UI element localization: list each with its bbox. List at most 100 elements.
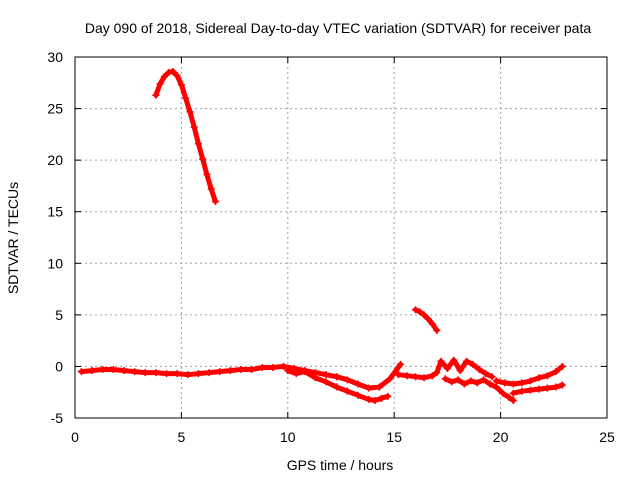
plot-frame [74, 56, 608, 419]
chart-title: Day 090 of 2018, Sidereal Day-to-day VTE… [85, 20, 592, 36]
data-point-plus [333, 373, 341, 381]
series-trace [413, 307, 440, 333]
data-point-plus [535, 385, 543, 393]
x-tick-label: 25 [599, 429, 615, 445]
data-point-plus [456, 367, 464, 375]
data-point-plus [237, 366, 245, 374]
y-tick-label: 25 [47, 101, 63, 117]
data-point-plus [365, 395, 373, 403]
data-point-plus [443, 364, 451, 372]
data-point-plus [173, 370, 181, 378]
data-point-plus [269, 363, 277, 371]
data-point-plus [280, 362, 288, 370]
data-point-plus [475, 366, 483, 374]
data-point-plus [284, 367, 292, 375]
data-point-plus [552, 383, 560, 391]
data-point-plus [77, 368, 85, 376]
x-tick-label: 0 [71, 429, 79, 445]
series-track-mid [394, 356, 496, 382]
data-point-plus [558, 381, 566, 389]
data-point-plus [509, 389, 517, 397]
data-point-plus [552, 368, 560, 376]
data-point-plus [375, 383, 383, 391]
data-point-plus [492, 383, 500, 391]
data-point-plus [322, 371, 330, 379]
x-tick-label: 5 [178, 429, 186, 445]
data-point-plus [322, 378, 330, 386]
data-point-plus [301, 368, 309, 376]
data-point-plus [460, 380, 468, 388]
data-point-plus [216, 368, 224, 376]
data-point-plus [416, 308, 424, 316]
data-point-plus [473, 379, 481, 387]
series-track-mid-lower [441, 375, 517, 404]
axis-ticks: 0 5 10 15 20 25 -5 0 5 10 15 20 25 30 [47, 49, 615, 445]
data-point-plus [505, 393, 513, 401]
y-tick-label: 30 [47, 49, 63, 65]
data-point-plus [420, 374, 428, 382]
data-point-plus [194, 370, 202, 378]
data-point-plus [424, 315, 432, 323]
series-track-small-arc [411, 306, 441, 334]
data-point-plus [501, 379, 509, 387]
data-point-plus [486, 380, 494, 388]
data-point-plus [292, 370, 300, 378]
data-point-plus [371, 396, 379, 404]
series-track-right-upper [492, 362, 566, 388]
data-point-plus [441, 375, 449, 383]
data-point-plus [211, 197, 219, 205]
data-point-plus [469, 360, 477, 368]
series-track-baseline-dip [284, 367, 392, 404]
data-point-plus [184, 371, 192, 379]
data-point-plus [88, 367, 96, 375]
data-point-plus [420, 311, 428, 319]
data-point-plus [177, 81, 185, 89]
x-axis-label: GPS time / hours [287, 457, 394, 473]
data-point-plus [488, 373, 496, 381]
data-point-plus [450, 356, 458, 364]
data-point-plus [482, 370, 490, 378]
data-point-plus [258, 363, 266, 371]
data-point-plus [186, 108, 194, 116]
data-point-plus [343, 376, 351, 384]
data-point-plus [165, 68, 173, 76]
series-trace [153, 68, 218, 204]
data-point-plus [433, 326, 441, 334]
data-point-plus [194, 140, 202, 148]
series-track-high-arc [152, 67, 219, 205]
data-point-plus [454, 376, 462, 384]
y-tick-label: 10 [47, 255, 63, 271]
data-point-plus [467, 377, 475, 385]
data-point-plus [311, 374, 319, 382]
data-point-plus [384, 392, 392, 400]
data-point-plus [558, 362, 566, 370]
data-point-plus [173, 72, 181, 80]
data-point-plus [480, 376, 488, 384]
data-point-plus [377, 394, 385, 402]
data-point-plus [543, 384, 551, 392]
data-point-plus [343, 387, 351, 395]
data-point-plus [163, 370, 171, 378]
y-tick-label: 20 [47, 152, 63, 168]
data-point-plus [120, 367, 128, 375]
data-point-plus [190, 123, 198, 131]
y-tick-label: 0 [55, 358, 63, 374]
data-point-plus [333, 383, 341, 391]
data-point-plus [156, 80, 164, 88]
data-point-plus [499, 389, 507, 397]
data-point-plus [492, 377, 500, 385]
data-point-plus [394, 371, 402, 379]
grid-lines [75, 57, 607, 418]
data-point-plus [207, 185, 215, 193]
data-point-plus [429, 320, 437, 328]
data-point-plus [397, 360, 405, 368]
data-point-plus [205, 369, 213, 377]
data-point-plus [535, 374, 543, 382]
data-point-plus [509, 380, 517, 388]
x-tick-label: 10 [280, 429, 296, 445]
data-point-plus [526, 377, 534, 385]
data-point-plus [199, 155, 207, 163]
data-point-plus [437, 357, 445, 365]
data-point-plus [160, 73, 168, 81]
data-point-plus [403, 372, 411, 380]
